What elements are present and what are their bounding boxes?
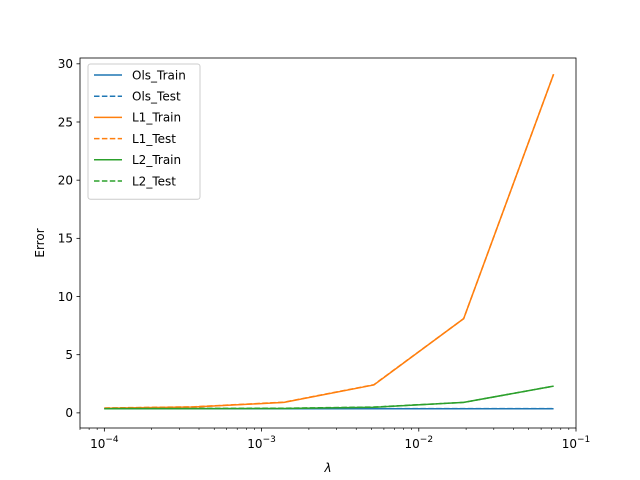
legend-box [87, 63, 201, 200]
y-axis-label: Error [33, 228, 47, 257]
x-axis-label: λ [323, 461, 331, 475]
x-tick-label: 10−3 [247, 435, 276, 451]
legend: Ols_Train Ols_Test L1_Train L1_Test L2_Train… [87, 63, 201, 200]
y-tick-label: 5 [65, 348, 73, 362]
series-line-l2-test [104, 385, 554, 410]
x-axis: 10−4 10−3 10−2 10−1 [79, 428, 591, 451]
legend-label: L1_Train [132, 111, 181, 125]
y-tick-label: 10 [58, 290, 73, 304]
y-tick-label: 20 [58, 173, 73, 187]
x-tick-label: 10−2 [405, 435, 434, 451]
y-tick-label: 0 [65, 406, 73, 420]
y-tick-label: 25 [58, 115, 73, 129]
series-line-l1-test [104, 74, 555, 409]
legend-label: Ols_Test [132, 90, 181, 104]
legend-label: Ols_Train [132, 68, 186, 82]
x-tick-label: 10−4 [90, 435, 119, 451]
plot-area-frame [79, 57, 577, 429]
y-axis: 0 5 10 15 20 25 30 [58, 57, 80, 420]
legend-label: L2_Train [132, 153, 181, 167]
y-tick-label: 30 [58, 57, 73, 71]
plot-lines [104, 74, 555, 410]
x-tick-label: 10−1 [562, 435, 591, 451]
legend-label: L2_Test [132, 174, 176, 188]
legend-label: L1_Test [132, 132, 176, 146]
y-tick-label: 15 [58, 232, 73, 246]
